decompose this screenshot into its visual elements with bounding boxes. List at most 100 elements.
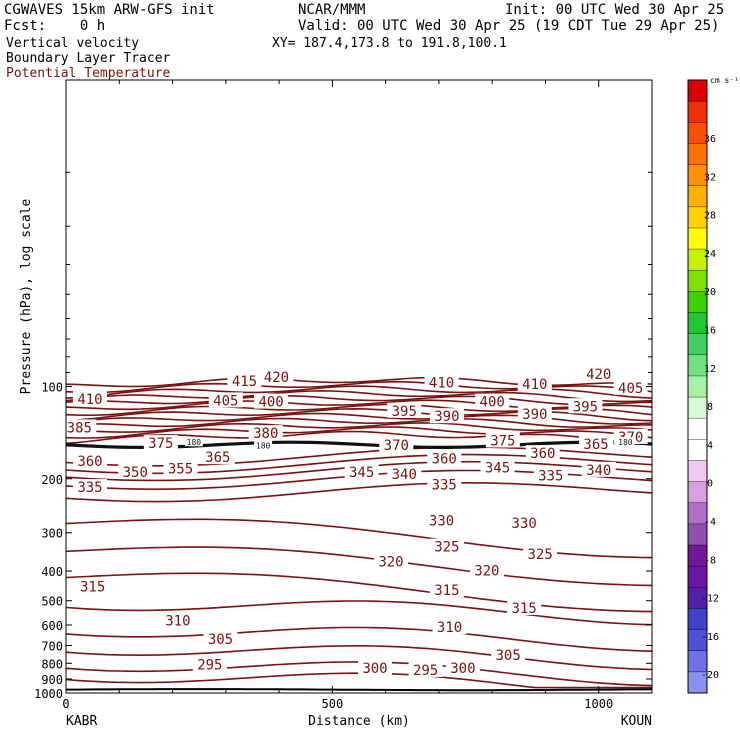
contour-label-bg	[379, 436, 414, 452]
contour-365	[65, 426, 653, 439]
contour-label: 420	[264, 370, 289, 386]
contour-395	[65, 399, 653, 411]
contour-label-bg	[387, 402, 422, 418]
contour-330	[65, 518, 653, 559]
left-endpoint-label: KABR	[66, 714, 97, 729]
cross-section-endpoints: XY= 187.4,173.8 to 191.8,100.1	[272, 36, 507, 51]
contour-375	[65, 417, 653, 428]
tracer-label-bg	[184, 437, 203, 447]
colorbar-swatch	[688, 439, 707, 461]
forecast-hour: Fcst: 0 h	[4, 18, 106, 34]
contour-label-bg	[507, 515, 542, 531]
contour-label-bg	[469, 562, 504, 578]
contour-label-bg	[432, 619, 467, 635]
contour-label-bg	[62, 419, 97, 435]
contour-label-bg	[445, 659, 480, 675]
init-time: Init: 00 UTC Wed 30 Apr 25	[505, 2, 725, 18]
contour-label: 345	[485, 461, 510, 477]
contour-label: 295	[197, 657, 222, 673]
contour-label: 390	[522, 407, 547, 423]
contour-label: 360	[530, 446, 555, 462]
colorbar-swatch	[688, 650, 707, 673]
tracer-label: 180	[187, 438, 202, 447]
colorbar-tick-label: 32	[704, 172, 716, 183]
colorbar-swatch	[688, 566, 707, 588]
colorbar-swatch	[688, 481, 707, 504]
contour-label-bg	[72, 479, 107, 495]
contour-label-bg	[143, 435, 178, 451]
colorbar-swatch	[688, 375, 707, 398]
contour-label-bg	[491, 647, 526, 663]
contour-label: 405	[213, 393, 238, 409]
colorbar-swatch	[688, 587, 707, 609]
colorbar-tick-label: -8	[704, 555, 716, 566]
x-tick-label: 500	[322, 697, 344, 711]
contour-label-bg	[429, 582, 464, 598]
colorbar-swatch	[688, 629, 707, 652]
right-endpoint-label: KOUN	[621, 714, 652, 729]
contour-label-bg	[357, 659, 392, 675]
contour-label-bg	[424, 374, 459, 390]
contour-label-bg	[581, 365, 616, 381]
contour-410	[65, 385, 653, 399]
colorbar-tick-label: -20	[701, 670, 719, 681]
contour-label: 305	[208, 632, 233, 648]
contour-label-bg	[485, 432, 520, 448]
contour-label: 305	[496, 648, 521, 664]
contour-label-bg	[579, 435, 614, 451]
contour-label-bg	[429, 538, 464, 554]
tracer-label-bg	[254, 440, 273, 450]
contour-label: 400	[258, 395, 283, 411]
contour-label-bg	[427, 450, 462, 466]
contour-label: 300	[362, 661, 387, 677]
contour-label: 315	[80, 580, 105, 596]
colorbar-tick-label: 16	[704, 326, 716, 337]
y-tick-label: 500	[41, 595, 63, 609]
contour-label-bg	[480, 459, 515, 475]
contour-label: 420	[586, 367, 611, 383]
contour-label: 370	[384, 438, 409, 454]
x-axis-label: Distance (km)	[308, 714, 410, 729]
colorbar-tick-label: 12	[704, 364, 716, 375]
y-tick-label: 400	[41, 565, 63, 579]
contour-label-bg	[200, 449, 235, 465]
contour-360	[65, 430, 653, 445]
colorbar-swatch	[688, 185, 707, 208]
colorbar-swatch	[688, 227, 707, 250]
contour-label-bg	[427, 476, 462, 492]
contour-label-bg	[424, 512, 459, 528]
y-tick-label: 200	[41, 473, 63, 487]
contour-label-bg	[517, 406, 552, 422]
colorbar-swatch	[688, 608, 707, 631]
contour-label: 390	[434, 409, 459, 425]
contour-415	[65, 380, 653, 394]
colorbar-tick-label: -4	[704, 517, 716, 528]
colorbar-tick-label: 4	[707, 440, 713, 451]
colorbar-swatch	[688, 671, 707, 694]
contour-label-bg	[203, 631, 238, 647]
contour-305	[65, 644, 653, 671]
colorbar-tick-label: -16	[701, 632, 719, 643]
contour-390	[65, 403, 653, 417]
contour-label: 395	[392, 404, 417, 420]
contour-385	[65, 407, 653, 422]
contour-label: 400	[480, 395, 505, 411]
contour-label: 360	[432, 452, 457, 468]
y-tick-label: 300	[41, 527, 63, 541]
field-vertical-velocity: Vertical velocity	[6, 36, 140, 51]
field-potential-temperature: Potential Temperature	[6, 66, 171, 81]
colorbar-swatch	[688, 291, 707, 314]
contour-label: 410	[77, 392, 102, 408]
colorbar-swatch	[688, 206, 707, 229]
contour-label: 365	[205, 450, 230, 466]
colorbar-swatch	[688, 397, 707, 419]
contour-label-bg	[248, 425, 283, 441]
colorbar-swatch	[688, 460, 707, 483]
tracer-label: 180	[618, 438, 633, 447]
valid-time: Valid: 00 UTC Wed 30 Apr 25 (19 CDT Tue …	[298, 18, 720, 34]
colorbar-swatch	[688, 143, 707, 166]
contour-315	[65, 600, 653, 626]
contour-label: 395	[573, 399, 598, 415]
